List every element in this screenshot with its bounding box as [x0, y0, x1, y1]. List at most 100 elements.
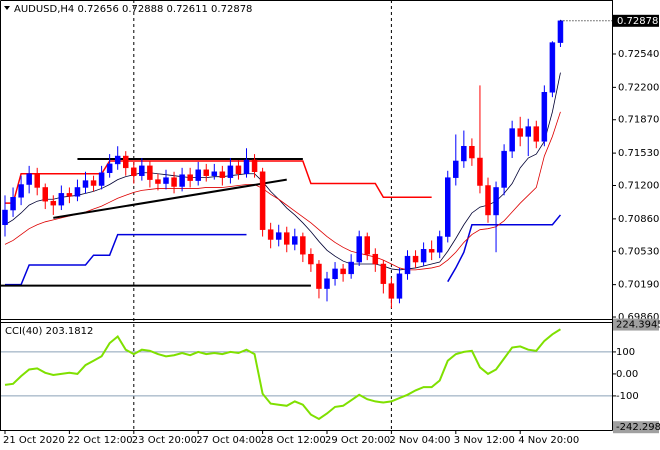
x-tick-label: 28 Oct 12:00 — [261, 435, 326, 446]
candle-body — [420, 249, 427, 263]
y-tick-label: 224.3945 — [616, 320, 660, 331]
candle-body — [211, 171, 218, 176]
symbol-header: AUDUSD,H4 0.72656 0.72888 0.72611 0.7287… — [14, 4, 252, 15]
indicator-line — [4, 111, 561, 271]
y-tick-label: 0.72200 — [618, 82, 659, 93]
candle-body — [396, 273, 403, 299]
candle-body — [461, 145, 467, 162]
candle-body — [388, 283, 395, 299]
candle-body — [332, 268, 338, 279]
candle-body — [243, 159, 250, 174]
x-tick-label: 2 Nov 04:00 — [389, 435, 450, 446]
y-tick-label: 0.70530 — [618, 246, 659, 257]
candle-body — [179, 174, 185, 187]
candle-body — [155, 179, 161, 184]
candle-body — [445, 177, 451, 237]
indicator-line — [447, 214, 562, 283]
indicator-line — [5, 160, 432, 204]
y-tick-label: 0.72540 — [618, 49, 659, 60]
y-tick-label: 0.71200 — [618, 181, 659, 192]
candle-body — [139, 165, 145, 176]
candle-body — [187, 174, 193, 181]
candle-body — [34, 173, 40, 188]
candle-body — [501, 150, 507, 188]
x-tick-label: 4 Nov 20:00 — [518, 435, 579, 446]
candle-body — [404, 255, 411, 275]
candle-body — [549, 42, 556, 93]
candle-body — [58, 193, 65, 206]
candle-body — [428, 249, 435, 253]
trend-line — [53, 178, 287, 219]
candle-body — [235, 165, 242, 174]
candle-body — [412, 255, 419, 263]
y-tick-label: 0.69860 — [618, 312, 659, 323]
candle-body — [316, 263, 322, 289]
candle-body — [356, 236, 362, 263]
candle-body — [251, 159, 258, 173]
x-tick-label: 21 Oct 2020 — [3, 435, 65, 446]
candle-body — [18, 184, 24, 198]
candle-body — [372, 253, 379, 265]
y-tick-label: 0.70190 — [618, 280, 659, 291]
candle-body — [131, 167, 137, 176]
candle-body — [2, 209, 8, 226]
tick-box — [613, 318, 659, 331]
candle-body — [275, 232, 282, 240]
candle-body — [493, 187, 499, 216]
candle-body — [436, 236, 443, 253]
candle-body — [10, 197, 16, 211]
tick-box — [613, 421, 659, 434]
indicator-line — [5, 233, 247, 286]
candle-body — [533, 126, 540, 142]
candle-body — [147, 165, 153, 180]
candle-body — [557, 20, 564, 43]
candle-body — [308, 253, 314, 265]
candle-body — [517, 128, 523, 137]
y-tick-label: 0.70860 — [618, 214, 659, 225]
candle-body — [364, 236, 370, 255]
candle-body — [541, 92, 548, 142]
candle-body — [267, 229, 274, 240]
candle-body — [292, 236, 298, 245]
candle-body — [123, 155, 129, 169]
cci-pane: 224.3945 100 0.00 -100 -242.298 — [1, 318, 660, 434]
candle-body — [219, 171, 226, 178]
candle-body — [509, 128, 515, 152]
candle-body — [106, 163, 113, 173]
candle-body — [469, 145, 475, 159]
current-price-box — [613, 14, 659, 27]
candle-body — [90, 180, 97, 186]
cci-line — [4, 328, 561, 421]
candle-body — [284, 232, 290, 245]
candle-body — [340, 268, 346, 275]
x-tick-label: 29 Oct 20:00 — [325, 435, 390, 446]
y-tick-label: 0.00 — [616, 369, 638, 380]
candle-body — [50, 200, 57, 206]
candle-body — [525, 126, 531, 137]
candle-body — [195, 169, 201, 181]
y-tick-label: 100 — [616, 347, 635, 358]
candle-body — [114, 155, 121, 165]
candle-body — [259, 171, 266, 230]
candle-body — [171, 177, 177, 187]
candle-body — [453, 160, 459, 178]
candle-body — [82, 180, 89, 188]
y-tick-label: 0.71530 — [618, 148, 659, 159]
candle-body — [26, 173, 32, 185]
candle-body — [66, 193, 73, 197]
candle-body — [98, 172, 105, 186]
y-tick-label: -242.298 — [616, 422, 660, 433]
candle-body — [203, 169, 209, 176]
candle-body — [477, 157, 483, 186]
cci-header: CCI(40) 203.1812 — [5, 326, 93, 337]
candle-body — [380, 263, 387, 284]
candle-body — [74, 187, 81, 197]
candle-body — [227, 165, 234, 178]
x-tick-label: 3 Nov 12:00 — [454, 435, 515, 446]
x-tick-label: 22 Oct 12:00 — [67, 435, 132, 446]
y-tick-label: 0.71870 — [618, 115, 659, 126]
indicator-line — [4, 72, 561, 271]
